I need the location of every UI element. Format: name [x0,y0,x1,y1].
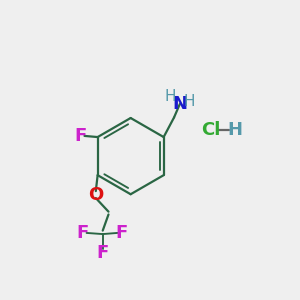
Text: F: F [116,224,128,242]
Text: H: H [184,94,195,109]
Text: N: N [172,95,187,113]
Text: F: F [76,224,88,242]
Text: F: F [97,244,109,262]
Text: F: F [74,127,86,145]
Text: Cl: Cl [201,121,220,139]
Text: H: H [164,89,176,104]
Text: H: H [227,121,242,139]
Text: O: O [88,186,103,204]
